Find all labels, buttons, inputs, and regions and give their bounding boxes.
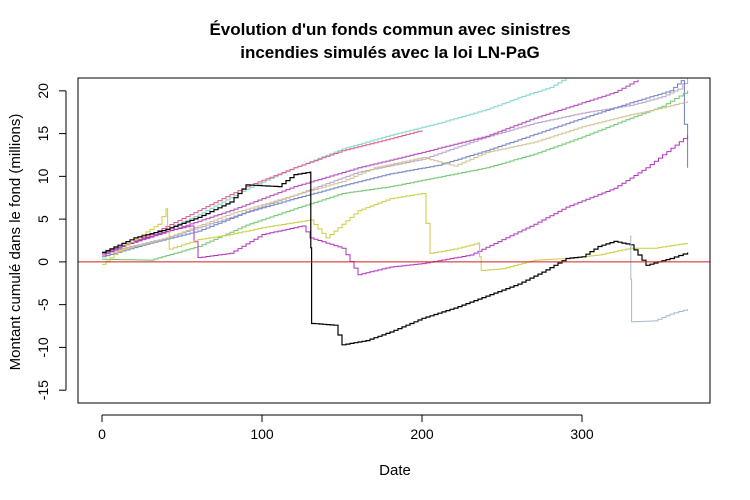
x-axis-label: Date [379, 462, 411, 479]
series-layer [102, 78, 689, 346]
y-axis: -15 -10 -5 0 5 10 15 20 [35, 83, 67, 400]
series-line-1 [102, 78, 567, 253]
y-tick-label: 0 [35, 258, 51, 266]
y-tick-label: -5 [35, 298, 51, 311]
x-tick-label: 200 [410, 426, 434, 442]
series-line-11 [630, 235, 689, 323]
y-tick-label: 5 [35, 215, 51, 223]
series-line-8 [102, 135, 689, 276]
y-tick-label: -10 [35, 337, 51, 357]
series-line-6 [102, 90, 689, 261]
y-tick-label: -15 [35, 380, 51, 400]
series-line-4 [102, 79, 639, 253]
x-tick-label: 100 [250, 426, 274, 442]
plot-frame [77, 77, 711, 404]
x-tick-label: 300 [570, 426, 594, 442]
x-axis: 0 100 200 300 [98, 414, 594, 442]
x-tick-label: 0 [98, 426, 106, 442]
y-tick-label: 10 [35, 168, 51, 184]
series-line-10 [102, 171, 689, 346]
series-line-5 [102, 80, 689, 258]
chart-title-line2: incendies simulés avec la loi LN-PaG [240, 43, 540, 62]
y-axis-label: Montant cumulé dans le fond (millions) [7, 114, 24, 371]
y-tick-label: 20 [35, 83, 51, 99]
y-tick-label: 15 [35, 126, 51, 142]
chart-title-line1: Évolution d'un fonds commun avec sinistr… [209, 20, 570, 39]
series-line-7 [102, 101, 689, 256]
